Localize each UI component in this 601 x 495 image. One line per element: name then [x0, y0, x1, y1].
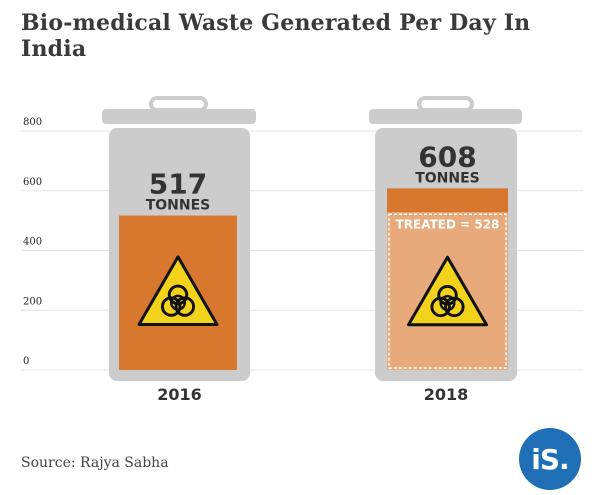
- trash-bin-icon-lid-2016: [102, 109, 256, 124]
- treated-label: TREATED = 528: [396, 217, 500, 231]
- x-tick-label-2018: 2018: [424, 385, 469, 404]
- y-tick-label-600: 600: [23, 177, 42, 188]
- trash-bin-icon-handle-2016: [149, 96, 208, 112]
- brand-logo: iS.: [519, 428, 581, 490]
- data-label-unit-2016: TONNES: [146, 198, 211, 214]
- biohazard-icon-2016: [137, 255, 219, 326]
- trash-bin-icon-handle-2018: [417, 96, 474, 112]
- data-label-value-2016: 517: [149, 168, 207, 201]
- data-label-value-2018: 608: [418, 140, 476, 173]
- trash-bin-icon-lid-2018: [369, 109, 522, 124]
- data-label-unit-2018: TONNES: [415, 170, 480, 186]
- chart-title: Bio-medical Waste Generated Per Day In I…: [21, 10, 531, 62]
- biohazard-icon-2018: [407, 255, 488, 327]
- y-tick-label-800: 800: [23, 117, 42, 128]
- x-tick-label-2016: 2016: [157, 385, 202, 404]
- source-note: Source: Rajya Sabha: [21, 455, 169, 471]
- y-tick-label-200: 200: [23, 296, 42, 307]
- y-tick-label-0: 0: [23, 356, 29, 367]
- y-tick-label-400: 400: [23, 237, 42, 248]
